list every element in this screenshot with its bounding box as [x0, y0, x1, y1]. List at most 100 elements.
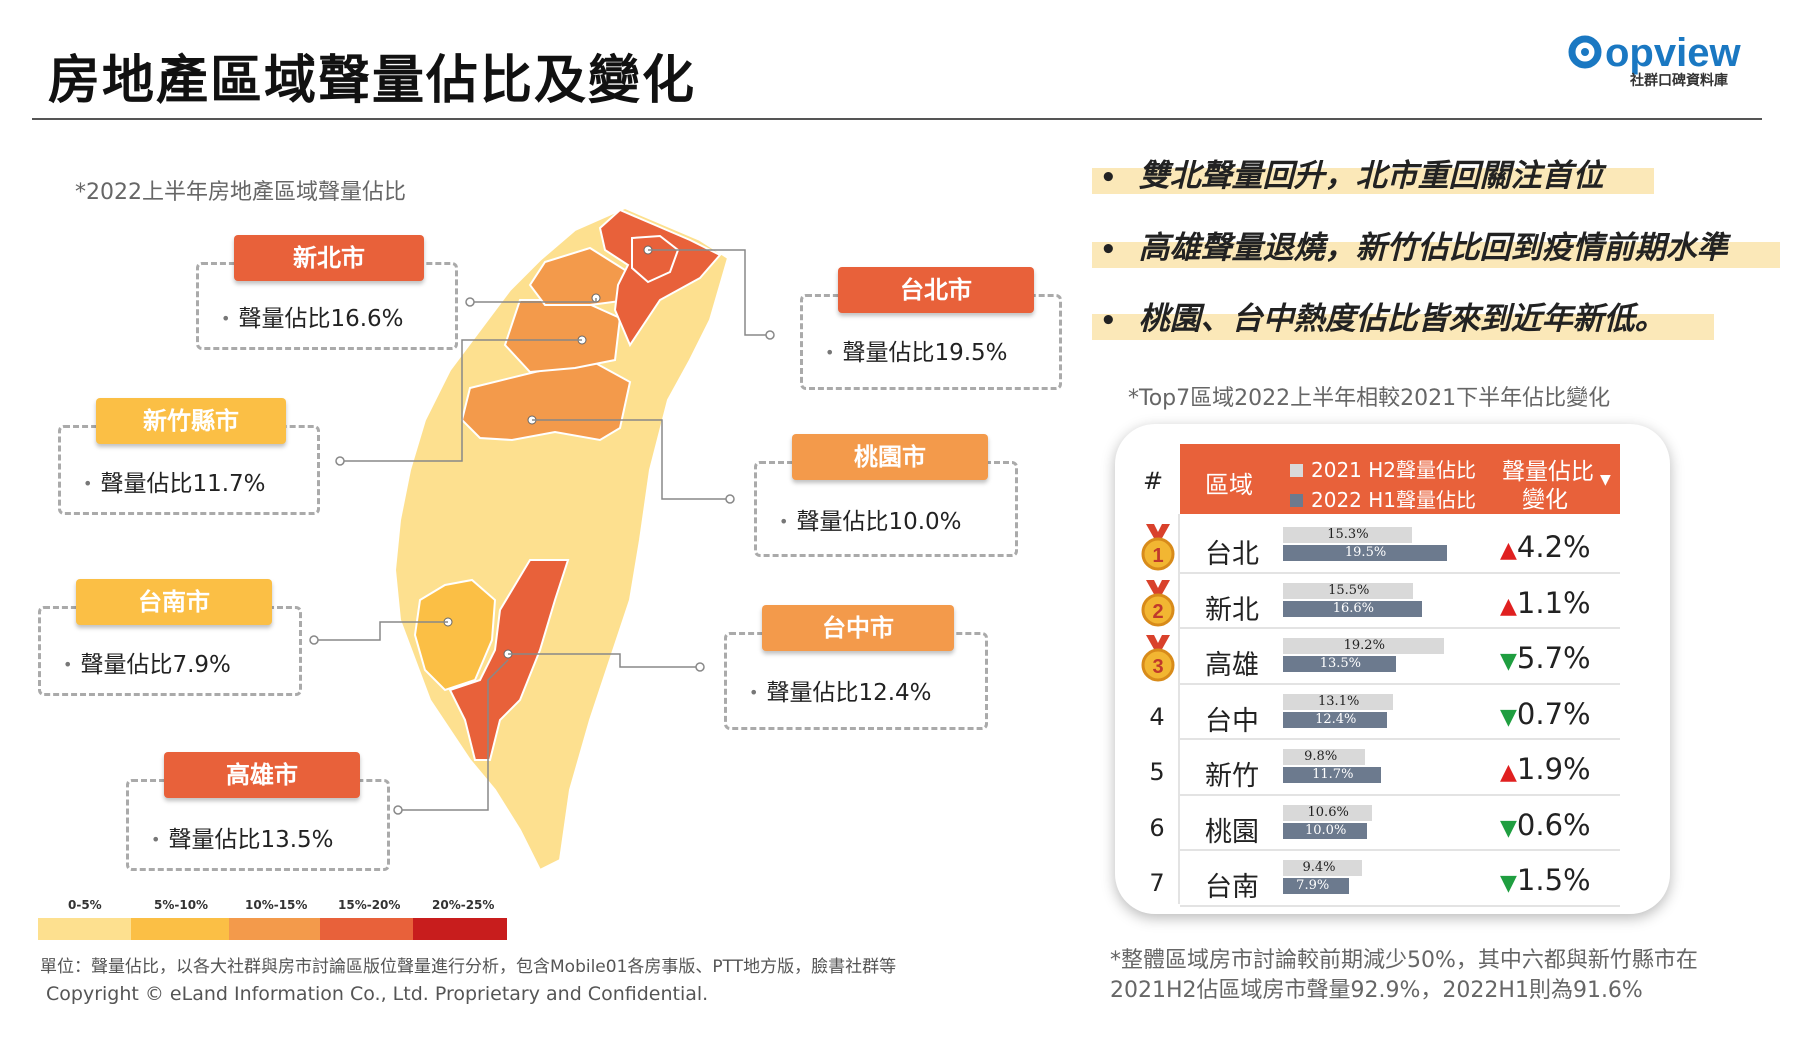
callout-taoyuan-value: 聲量佔比10.0% — [779, 502, 961, 536]
rank-medal-icon: 2 — [1141, 579, 1175, 626]
change-value: ▲1.1% — [1500, 586, 1591, 620]
bullet-2: 高雄聲量退燒，新竹佔比回到疫情前期水準 — [1100, 222, 1728, 267]
row-divider — [1180, 793, 1620, 796]
bar-2022h1-label: 16.6% — [1332, 600, 1375, 616]
map-region-kaohsiung — [448, 559, 570, 761]
callout-taoyuan: 桃園市 聲量佔比10.0% — [754, 434, 1018, 557]
bar-2021h2-label: 13.1% — [1318, 693, 1360, 709]
bar-2021h2-label: 15.5% — [1328, 582, 1370, 598]
arrow-down-icon: ▼ — [1500, 871, 1517, 896]
header-region: 區域 — [1205, 471, 1253, 499]
row-divider — [1180, 682, 1620, 685]
bullet-3: 桃園、台中熱度佔比皆來到近年新低。 — [1100, 293, 1666, 338]
region-name: 台北 — [1205, 539, 1259, 570]
bar-2021h2-label: 19.2% — [1343, 638, 1385, 653]
change-text: 0.7% — [1516, 696, 1591, 731]
header-change-1: 聲量佔比 — [1502, 459, 1594, 485]
change-text: 5.7% — [1516, 641, 1591, 675]
region-name: 新竹 — [1205, 761, 1259, 792]
table-header — [1180, 444, 1620, 514]
svg-text:2: 2 — [1152, 601, 1163, 623]
table-vdivider — [1178, 514, 1180, 904]
bar-2022h1 — [1283, 600, 1423, 617]
bar-2022h1 — [1283, 822, 1367, 839]
bar-2021h2-label: 9.8% — [1304, 749, 1338, 764]
callout-hsinchu-value: 聲量佔比11.7% — [83, 464, 265, 498]
footnote-unit: 單位：聲量佔比，以各大社群與房市討論區版位聲量進行分析，包含Mobile01各房… — [40, 957, 897, 977]
bar-2021h2-label: 9.4% — [1302, 860, 1336, 875]
bar-2021h2-label: 15.3% — [1327, 527, 1369, 542]
rank-number: 6 — [1149, 813, 1165, 842]
row-divider — [1180, 849, 1620, 851]
callout-taichung-name: 台中市 — [762, 605, 954, 651]
change-text: 1.9% — [1516, 752, 1591, 786]
legend-swatch-5 — [413, 918, 507, 940]
change-value: ▼1.5% — [1500, 863, 1591, 897]
callout-tainan-name: 台南市 — [76, 579, 272, 625]
rank-number: 5 — [1149, 758, 1165, 786]
bar-2021h2 — [1283, 860, 1362, 876]
bar-2021h2 — [1283, 693, 1394, 710]
change-value: ▼0.7% — [1500, 697, 1591, 731]
legend-label-4: 15%-20% — [338, 898, 401, 912]
callout-tainan: 台南市 聲量佔比7.9% — [38, 579, 302, 696]
map-region-tainan — [413, 578, 497, 692]
bar-2022h1 — [1283, 656, 1397, 672]
arrow-up-icon: ▲ — [1500, 593, 1517, 619]
table-caption: *Top7區域2022上半年相較2021下半年佔比變化 — [1128, 386, 1611, 411]
region-name: 新北 — [1205, 594, 1259, 626]
bar-2021h2 — [1283, 804, 1373, 821]
bar-2022h1-label: 12.4% — [1315, 711, 1357, 727]
map-region-taipei — [631, 234, 680, 284]
rank-number: 4 — [1149, 702, 1165, 731]
rank-number: 7 — [1149, 869, 1165, 897]
region-name: 台中 — [1205, 705, 1259, 737]
header-change-2: 變化 — [1522, 487, 1568, 513]
bar-2022h1-label: 10.0% — [1305, 822, 1347, 838]
summary-note: *整體區域房市討論較前期減少50%，其中六都與新竹縣市在2021H2佔區域房市聲… — [1110, 948, 1698, 1003]
callout-taipei-value: 聲量佔比19.5% — [825, 333, 1007, 367]
legend-swatch-1 — [38, 918, 131, 940]
region-name: 台南 — [1205, 872, 1259, 903]
arrow-up-icon: ▲ — [1500, 538, 1517, 563]
bar-2022h1-label: 19.5% — [1344, 545, 1387, 560]
callout-newtaipei-value: 聲量佔比16.6% — [221, 299, 403, 333]
sort-arrow-icon[interactable]: ▼ — [1600, 472, 1611, 488]
callout-kaohsiung-value: 聲量佔比13.5% — [151, 820, 333, 854]
callout-taoyuan-name: 桃園市 — [792, 434, 988, 480]
callout-kaohsiung: 高雄市 聲量佔比13.5% — [126, 752, 390, 871]
callout-newtaipei-name: 新北市 — [234, 235, 424, 281]
change-text: 4.2% — [1516, 530, 1591, 564]
svg-text:1: 1 — [1152, 545, 1163, 567]
callout-taichung-value: 聲量佔比12.4% — [749, 673, 931, 707]
legend-label-5: 20%-25% — [432, 898, 495, 912]
change-value: ▼0.6% — [1500, 808, 1591, 842]
row-divider — [1180, 738, 1620, 740]
bar-2022h1 — [1283, 711, 1388, 728]
callout-taichung: 台中市 聲量佔比12.4% — [724, 605, 988, 730]
row-divider — [1180, 571, 1620, 574]
callout-taipei-name: 台北市 — [838, 267, 1034, 313]
arrow-down-icon: ▼ — [1500, 704, 1517, 730]
arrow-down-icon: ▼ — [1500, 649, 1517, 674]
logo-subtitle: 社群口碑資料庫 — [1630, 73, 1728, 89]
change-value: ▲1.9% — [1500, 752, 1591, 786]
change-value: ▼5.7% — [1500, 641, 1591, 675]
title-divider — [32, 118, 1762, 120]
bar-2022h1 — [1283, 767, 1382, 783]
arrow-up-icon: ▲ — [1500, 760, 1517, 785]
legend-label-3: 10%-15% — [245, 898, 308, 912]
bar-2021h2 — [1283, 638, 1445, 654]
bar-2022h1 — [1283, 878, 1350, 894]
callout-hsinchu-name: 新竹縣市 — [96, 398, 286, 444]
page-title: 房地產區域聲量佔比及變化 — [48, 51, 697, 111]
row-divider — [1180, 627, 1620, 629]
legend-swatch-4 — [320, 918, 413, 940]
legend-cur: 2022 H1聲量佔比 — [1290, 484, 1476, 513]
bar-2021h2 — [1283, 749, 1366, 765]
callout-tainan-value: 聲量佔比7.9% — [63, 645, 230, 679]
change-text: 1.1% — [1516, 585, 1591, 620]
bar-2022h1 — [1283, 545, 1447, 561]
header-num: # — [1143, 467, 1164, 495]
